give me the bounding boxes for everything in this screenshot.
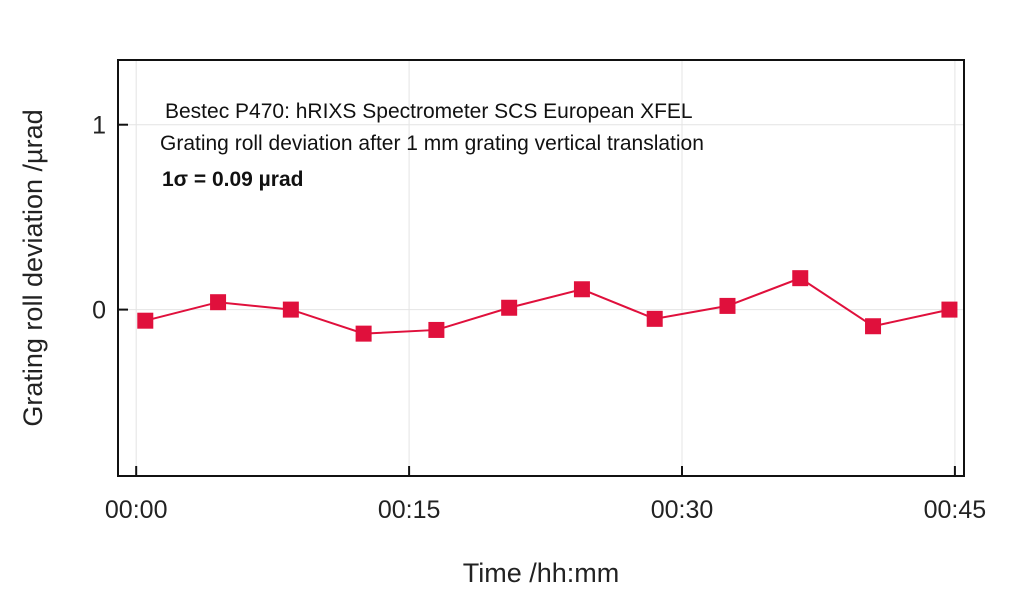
data-point-marker — [210, 294, 227, 311]
data-point-marker — [941, 301, 958, 318]
tick-labels: 00:00 00:15 00:30 00:45 0 1 — [92, 112, 986, 524]
x-tick-label: 00:15 — [378, 496, 441, 524]
data-point-marker — [282, 301, 299, 318]
annotation-title: Bestec P470: hRIXS Spectrometer SCS Euro… — [165, 100, 693, 123]
annotation-sigma: 1σ = 0.09 µrad — [162, 168, 303, 191]
series — [137, 270, 958, 342]
x-tick-label: 00:30 — [651, 496, 714, 524]
data-point-marker — [428, 321, 445, 338]
y-axis-title: Grating roll deviation /µrad — [18, 109, 48, 426]
y-tick-label: 0 — [92, 297, 106, 325]
x-axis-title: Time /hh:mm — [463, 558, 620, 588]
data-point-marker — [719, 297, 736, 314]
y-tick-label: 1 — [92, 112, 106, 140]
data-point-marker — [501, 299, 518, 316]
axis-ticks — [118, 123, 956, 476]
data-point-marker — [792, 270, 809, 287]
series-line — [145, 277, 950, 335]
data-point-marker — [865, 318, 882, 335]
x-tick-label: 00:00 — [105, 496, 168, 524]
x-tick-label: 00:45 — [924, 496, 987, 524]
data-point-marker — [355, 325, 372, 342]
data-point-marker — [646, 310, 663, 327]
data-point-marker — [573, 281, 590, 298]
grid — [118, 60, 964, 476]
plot-frame — [117, 59, 965, 477]
annotation-subtitle: Grating roll deviation after 1 mm gratin… — [160, 132, 704, 155]
data-point-marker — [137, 312, 154, 329]
